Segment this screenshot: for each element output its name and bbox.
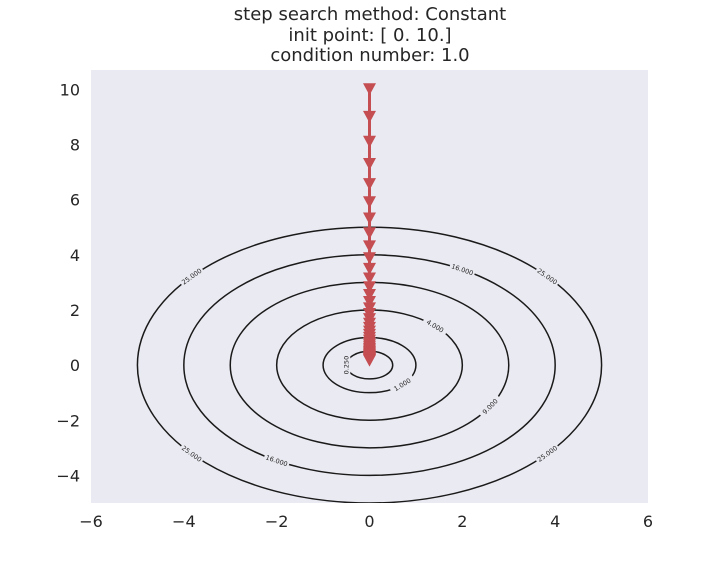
y-tick-label: 2: [70, 301, 80, 320]
y-tick-label: −2: [56, 411, 80, 430]
x-tick-label: −4: [172, 512, 196, 531]
path-marker: [363, 178, 376, 191]
contour-label-gap: [534, 442, 561, 465]
y-tick-label: 10: [60, 80, 80, 99]
path-marker: [363, 196, 376, 209]
path-marker: [363, 272, 376, 285]
contour-label-gap: [178, 265, 205, 288]
contour-label-gap: [478, 394, 503, 419]
y-tick-label: 0: [70, 356, 80, 375]
path-marker: [363, 135, 376, 148]
title-line-2: init point: [ 0. 10.]: [288, 24, 452, 46]
title-line-1: step search method: Constant: [233, 4, 507, 25]
x-tick-label: 4: [550, 512, 560, 531]
contour-label-gap: [534, 265, 561, 288]
path-marker: [363, 110, 376, 123]
path-marker: [363, 240, 376, 253]
path-marker: [363, 281, 376, 294]
x-tick-label: 2: [457, 512, 467, 531]
path-marker: [363, 158, 376, 171]
path-marker: [363, 354, 376, 367]
path-marker: [363, 227, 376, 240]
y-tick-label: 8: [70, 135, 80, 154]
path-marker: [363, 288, 376, 301]
x-tick-label: 6: [643, 512, 653, 531]
contour-label-gap: [421, 316, 449, 337]
path-marker: [363, 252, 376, 265]
x-tick-label: −2: [265, 512, 289, 531]
contour-label-gap: [342, 352, 351, 379]
path-marker: [363, 212, 376, 225]
y-tick-label: 6: [70, 191, 80, 210]
y-tick-label: 4: [70, 246, 80, 265]
contour-label-gap: [448, 261, 476, 278]
x-tick-label: 0: [364, 512, 374, 531]
path-marker: [363, 83, 376, 96]
contour-label: 0.250: [343, 356, 351, 375]
contour-label-gap: [389, 374, 416, 395]
path-marker: [363, 262, 376, 275]
contour-label-gap: [178, 442, 205, 465]
x-tick-label: −6: [79, 512, 103, 531]
path-marker: [363, 295, 376, 308]
title-line-3: condition number: 1.0: [270, 45, 470, 66]
y-tick-label: −4: [56, 466, 80, 485]
chart-title: step search method: Constant init point:…: [0, 4, 720, 67]
contour-label-gap: [263, 452, 291, 469]
